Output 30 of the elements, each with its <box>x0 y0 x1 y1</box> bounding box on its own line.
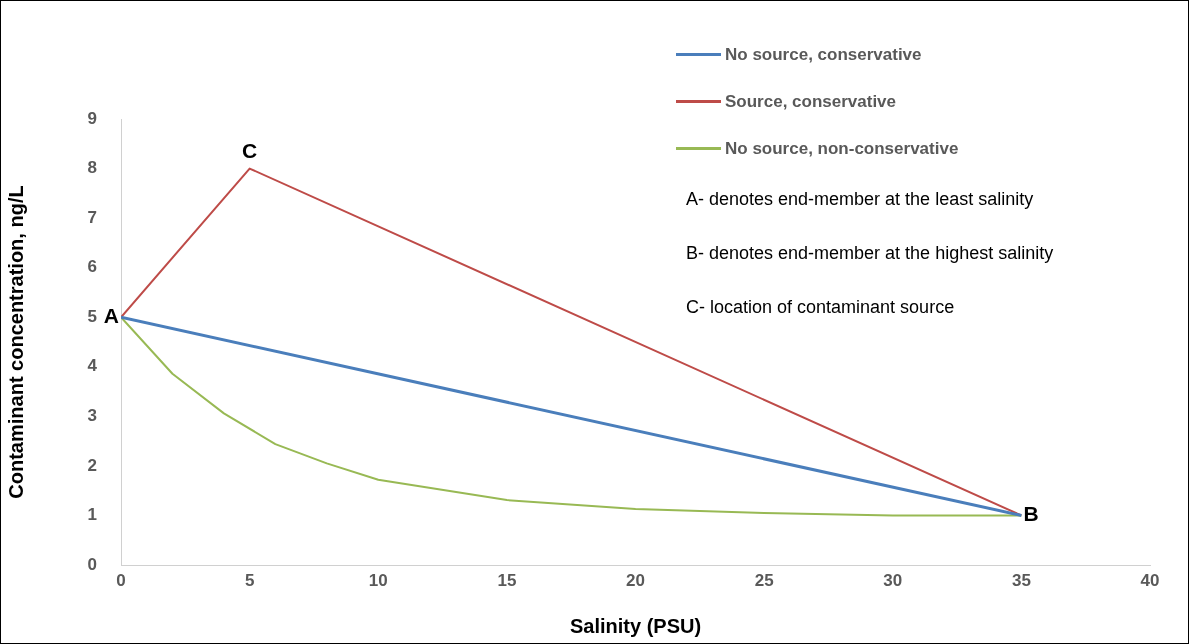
x-tick-label: 40 <box>1140 570 1160 590</box>
legend-label: Source, conservative <box>725 91 897 112</box>
y-tick-label: 1 <box>87 505 97 525</box>
y-tick-label: 4 <box>87 356 98 376</box>
y-axis-title: Contaminant concentration, ng/L <box>4 185 27 499</box>
legend-label: No source, non-conservative <box>725 138 959 159</box>
x-tick-label: 0 <box>116 570 126 590</box>
y-tick-label: 8 <box>87 158 97 178</box>
y-tick-label: 2 <box>87 455 97 475</box>
y-tick-label: 6 <box>87 257 97 277</box>
y-tick-label: 0 <box>87 554 97 574</box>
x-tick-label: 30 <box>883 570 903 590</box>
y-tick-label: 5 <box>87 306 97 326</box>
annotation: A <box>103 304 119 328</box>
x-tick-label: 20 <box>626 570 645 590</box>
annotation: C <box>242 139 258 163</box>
x-axis-title: Salinity (PSU) <box>569 614 702 637</box>
x-tick-label: 25 <box>754 570 774 590</box>
y-tick-label: 9 <box>87 108 97 128</box>
x-tick-label: 15 <box>497 570 517 590</box>
annotation: C- location of contaminant source <box>685 295 956 319</box>
y-tick-label: 7 <box>87 207 97 227</box>
annotation: B- denotes end-member at the highest salinity <box>685 241 1054 265</box>
x-tick-label: 35 <box>1011 570 1031 590</box>
x-tick-label: 5 <box>244 570 255 590</box>
y-tick-label: 3 <box>87 406 97 426</box>
annotation: B <box>1023 502 1039 526</box>
legend-label: No source, conservative <box>725 44 922 65</box>
annotation: A- denotes end-member at the least salinity <box>685 187 1035 211</box>
x-tick-label: 10 <box>368 570 388 590</box>
